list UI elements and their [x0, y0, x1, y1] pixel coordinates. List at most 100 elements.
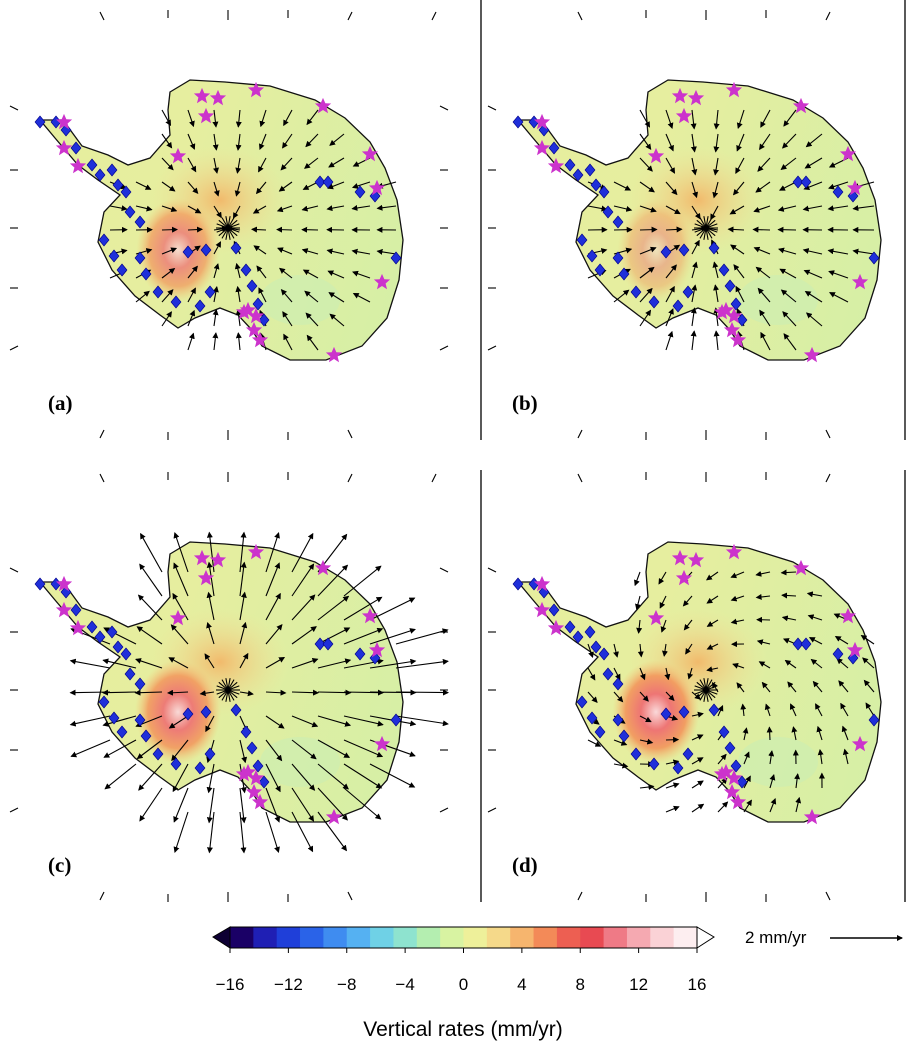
velocity-arrow: [795, 796, 802, 813]
colorbar-swatch: [370, 927, 394, 948]
velocity-arrow: [827, 205, 849, 212]
velocity-arrow: [706, 595, 719, 604]
velocity-arrow: [639, 133, 652, 151]
colorbar-tick-label: 16: [688, 975, 707, 994]
velocity-arrow: [213, 205, 222, 219]
velocity-arrow: [258, 133, 267, 151]
colorbar-swatch: [346, 927, 371, 948]
velocity-arrow: [812, 680, 823, 693]
colorbar-title: Vertical rates (mm/yr): [363, 1018, 563, 1041]
diamond-icon: [314, 175, 326, 189]
velocity-arrow: [102, 689, 137, 696]
velocity-arrow: [206, 787, 215, 824]
velocity-arrow: [343, 627, 384, 645]
velocity-arrow: [760, 109, 771, 128]
velocity-arrow: [740, 703, 747, 717]
velocity-arrow: [705, 685, 718, 691]
velocity-arrow: [239, 811, 247, 854]
coastline: [516, 541, 882, 823]
velocity-arrow: [161, 247, 178, 255]
velocity-arrow: [161, 157, 174, 171]
velocity-arrow: [706, 643, 719, 650]
velocity-arrow: [665, 782, 680, 789]
velocity-arrow: [705, 227, 709, 240]
velocity-arrow: [783, 109, 797, 127]
velocity-arrow: [291, 689, 319, 696]
diamond-icon: [612, 677, 624, 691]
velocity-arrow: [768, 750, 775, 765]
diamond-icon: [182, 707, 194, 721]
velocity-arrow: [170, 624, 189, 645]
velocity-arrow: [227, 227, 235, 239]
velocity-arrow: [639, 784, 655, 790]
velocity-arrow: [759, 133, 771, 151]
colorbar-swatch: [440, 927, 464, 948]
velocity-arrow: [135, 205, 153, 212]
velocity-arrow: [757, 157, 771, 172]
coastline: [38, 79, 404, 361]
gps-stations: [512, 115, 880, 327]
velocity-arrow: [778, 247, 797, 255]
velocity-arrow: [343, 739, 384, 758]
diamond-icon: [800, 637, 812, 651]
diamond-icon: [648, 757, 660, 771]
velocity-arrow: [139, 787, 163, 822]
velocity-arrow: [691, 711, 704, 718]
velocity-arrow: [161, 133, 173, 149]
velocity-arrow: [291, 739, 317, 760]
velocity-arrow: [769, 774, 776, 789]
velocity-arrow: [804, 290, 823, 303]
velocity-arrow: [221, 679, 229, 691]
colorbar-tick-label: −16: [216, 975, 245, 994]
velocity-arrow: [639, 266, 655, 279]
velocity-arrow: [326, 205, 345, 212]
velocity-arrow: [70, 739, 111, 758]
graticule-ticks: [487, 472, 831, 902]
diamond-icon: [586, 711, 598, 725]
velocity-arrow: [161, 205, 178, 213]
velocity-arrow: [712, 261, 719, 279]
diamond-icon: [598, 185, 610, 199]
velocity-arrow: [742, 727, 749, 741]
colorbar-swatch: [416, 927, 441, 948]
velocity-arrow: [758, 661, 771, 669]
velocity-arrow: [587, 205, 608, 212]
velocity-arrow: [282, 311, 293, 327]
panel-label-d: (d): [512, 853, 538, 877]
velocity-arrow: [173, 811, 189, 853]
colorbar-min-arrow: [212, 926, 231, 949]
velocity-arrow: [69, 715, 111, 727]
velocity-arrow: [713, 284, 720, 303]
velocity-arrow: [317, 564, 349, 597]
horizontal-velocity-arrows: [109, 109, 397, 351]
velocity-arrow: [235, 285, 242, 303]
diamond-icon: [602, 205, 614, 219]
velocity-arrow: [705, 227, 716, 237]
colorbar-tick-label: −4: [395, 975, 414, 994]
colorbar-swatch: [393, 927, 418, 948]
velocity-arrow: [173, 787, 189, 823]
velocity-arrow: [317, 658, 352, 669]
velocity-arrow: [691, 734, 704, 741]
velocity-arrow: [639, 246, 657, 255]
colorbar-swatch: [463, 927, 488, 948]
velocity-arrow: [265, 689, 287, 696]
velocity-arrow: [730, 244, 745, 255]
velocity-arrow: [187, 133, 196, 150]
velocity-arrow: [213, 157, 219, 174]
panel-c: (c): [9, 472, 449, 902]
velocity-arrow: [212, 133, 219, 151]
velocity-arrow: [705, 223, 718, 229]
velocity-arrow: [227, 227, 238, 237]
velocity-arrow: [161, 109, 171, 127]
velocity-arrow: [752, 226, 771, 233]
velocity-arrow: [665, 157, 675, 174]
velocity-arrow: [225, 216, 229, 229]
velocity-arrow: [706, 666, 719, 673]
coastline: [38, 541, 404, 823]
velocity-arrow: [265, 624, 283, 645]
velocity-arrow: [757, 287, 771, 303]
velocity-arrow: [168, 715, 189, 729]
velocity-arrow: [395, 658, 449, 669]
velocity-arrow: [239, 591, 247, 621]
